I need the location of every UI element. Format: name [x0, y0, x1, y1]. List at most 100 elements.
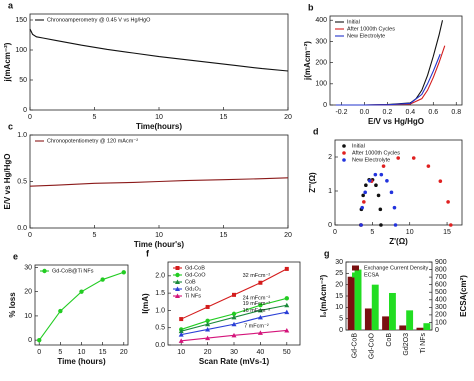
y2-tick-label: 100 — [435, 319, 447, 326]
x-tick-label: 30 — [230, 349, 238, 356]
marker — [179, 317, 184, 322]
y-tick-label: 25 — [335, 270, 343, 277]
y-tick-label: 1.5 — [155, 290, 165, 297]
marker — [205, 326, 211, 332]
x-tick-label: 0.8 — [451, 109, 461, 116]
scatter-point — [367, 179, 372, 183]
scatter-point — [392, 205, 397, 210]
y-tick-label: 0.5 — [17, 178, 27, 185]
y2-axis-label: ECSA(cm²) — [459, 275, 468, 317]
scatter-point — [361, 193, 365, 198]
y-tick-label: 10 — [335, 304, 343, 311]
x-tick-label: 15 — [220, 232, 228, 239]
marker — [175, 279, 180, 284]
series-line — [29, 177, 289, 187]
marker — [205, 318, 210, 323]
y-tick-label: 2 — [328, 154, 332, 161]
legend-label: Exchange Current Density — [364, 265, 428, 271]
marker — [257, 330, 263, 335]
x-tick-label: 5 — [58, 349, 62, 356]
y2-tick-label: 0 — [435, 327, 439, 334]
bar — [406, 310, 414, 330]
marker — [231, 321, 237, 327]
x-tick-label: 20 — [204, 349, 212, 356]
scatter-point — [381, 164, 386, 168]
panel-label: d — [313, 126, 319, 136]
y-tick-label: 0.5 — [155, 325, 165, 332]
y2-tick-label: 300 — [435, 304, 447, 311]
y2-tick-label: 700 — [435, 274, 447, 281]
marker — [205, 321, 211, 327]
legend-label: Gd-CoO — [185, 272, 206, 278]
y-tick-label: 0.0 — [17, 225, 27, 232]
marker — [257, 307, 263, 313]
y-tick-label: 0 — [23, 107, 27, 114]
y-tick-label: 1 — [328, 188, 332, 195]
marker — [175, 286, 180, 291]
legend-label: After 1000th Cycles — [352, 150, 400, 156]
y2-tick-label: 800 — [435, 266, 447, 273]
legend-label: Ti NFs — [185, 293, 201, 299]
y-tick-label: 50 — [19, 77, 27, 84]
marker — [231, 314, 237, 320]
x-tick-label: 40 — [257, 349, 265, 356]
marker — [205, 335, 211, 341]
x-tick-label: 0.2 — [383, 109, 393, 116]
bar — [371, 284, 379, 330]
marker — [284, 296, 289, 301]
series-line — [335, 45, 446, 106]
x-axis-label: Scan Rate (mVs-1) — [199, 357, 270, 366]
legend-swatch — [352, 265, 359, 271]
panel-label: b — [308, 2, 314, 12]
legend-swatch — [342, 158, 346, 162]
x-tick-label: 15 — [99, 349, 107, 356]
scatter-point — [411, 156, 416, 160]
y-tick-label: 0 — [328, 222, 332, 229]
scatter-point — [396, 156, 401, 160]
bar — [354, 269, 362, 330]
y-axis-label: j(mAcm⁻²) — [3, 42, 12, 82]
y-axis-label: % loss — [8, 292, 17, 318]
marker — [178, 328, 184, 334]
scatter-point — [379, 223, 383, 227]
y-axis-label: j(mAcm⁻²) — [303, 41, 312, 81]
legend-label: After 1000th Cycles — [347, 26, 395, 32]
y2-tick-label: 500 — [435, 289, 447, 296]
marker — [79, 289, 84, 294]
panel-label: g — [324, 248, 330, 258]
marker — [257, 314, 263, 320]
scatter-point — [360, 205, 364, 210]
series-line — [29, 28, 289, 72]
marker — [175, 266, 180, 270]
y-axis-label: E/V vs Hg/HgO — [3, 153, 12, 209]
y-tick-label: 0 — [323, 102, 327, 109]
legend-swatch — [342, 151, 346, 155]
x-tick-label: -0.2 — [335, 109, 347, 116]
marker — [258, 280, 263, 285]
legend-label: Gd₂O₃ — [185, 286, 201, 292]
scatter-point — [385, 179, 389, 183]
x-tick-label: 5 — [370, 229, 374, 236]
y-tick-label: 1.0 — [17, 132, 27, 139]
legend-label: New Electrolyte — [352, 157, 390, 163]
series-line — [335, 53, 441, 106]
panel-label: e — [13, 251, 18, 261]
y-tick-label: 30 — [335, 259, 343, 266]
scatter-point — [446, 200, 450, 204]
y-tick-label: 2.0 — [155, 273, 165, 280]
legend-label: Chronopotentiometry @ 120 mAcm⁻² — [47, 138, 138, 144]
x-tick-label: 5 — [93, 114, 97, 121]
bar — [423, 323, 431, 330]
y-tick-label: 100 — [315, 81, 327, 88]
y-axis-label: I₀(mAcm⁻²) — [319, 274, 328, 317]
scatter-point — [374, 183, 378, 188]
x-axis-label: Time(hours) — [136, 122, 182, 131]
y2-tick-label: 600 — [435, 282, 447, 289]
scatter-point — [363, 190, 367, 195]
legend-label: Chronoamperometry @ 0.45 V vs Hg/HgO — [47, 17, 151, 23]
y-tick-label: 150 — [15, 17, 27, 24]
y-tick-label: 30 — [24, 264, 32, 271]
scatter-point — [373, 172, 378, 177]
marker — [175, 272, 180, 278]
line-annotation: 32 mFcm⁻² — [243, 273, 271, 279]
